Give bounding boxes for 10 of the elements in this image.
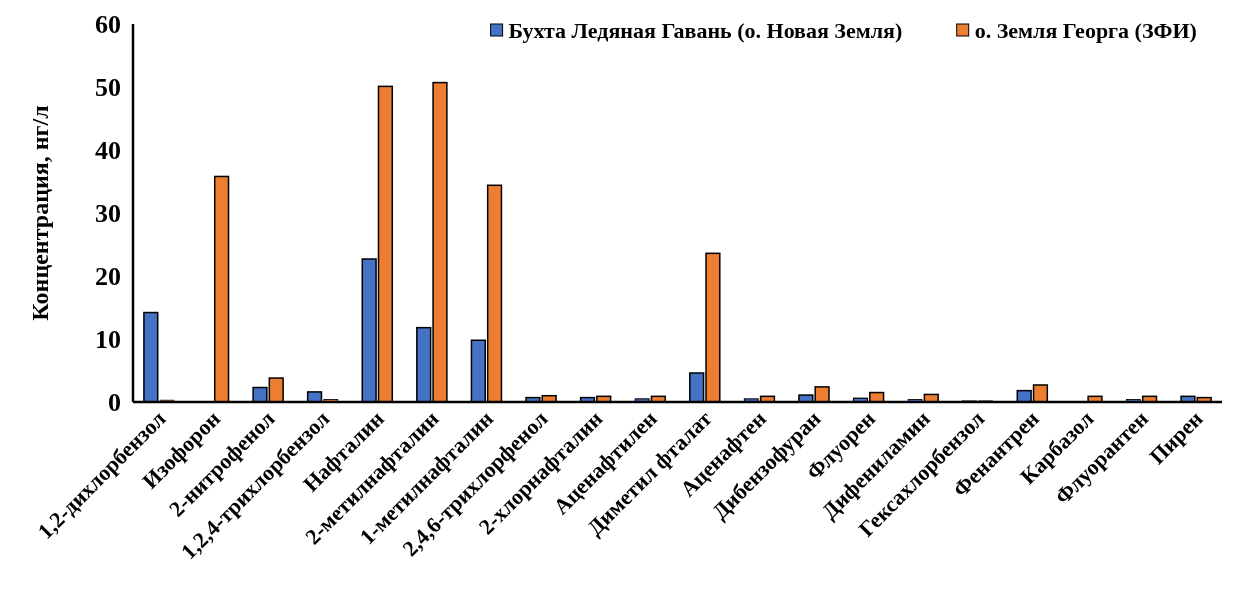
- y-tick-label: 30: [95, 199, 121, 229]
- y-tick-label: 0: [108, 388, 121, 418]
- y-tick-label: 10: [95, 325, 121, 355]
- y-tick-label: 50: [95, 73, 121, 103]
- legend-label: Бухта Ледяная Гавань (о. Новая Земля): [508, 17, 903, 43]
- y-axis-title: Концентрация, нг/л: [27, 105, 53, 321]
- y-tick-label: 60: [95, 10, 121, 40]
- y-tick-label: 40: [95, 136, 121, 166]
- legend-label: о. Земля Георга (ЗФИ): [974, 17, 1197, 43]
- y-tick-label: 20: [95, 262, 121, 292]
